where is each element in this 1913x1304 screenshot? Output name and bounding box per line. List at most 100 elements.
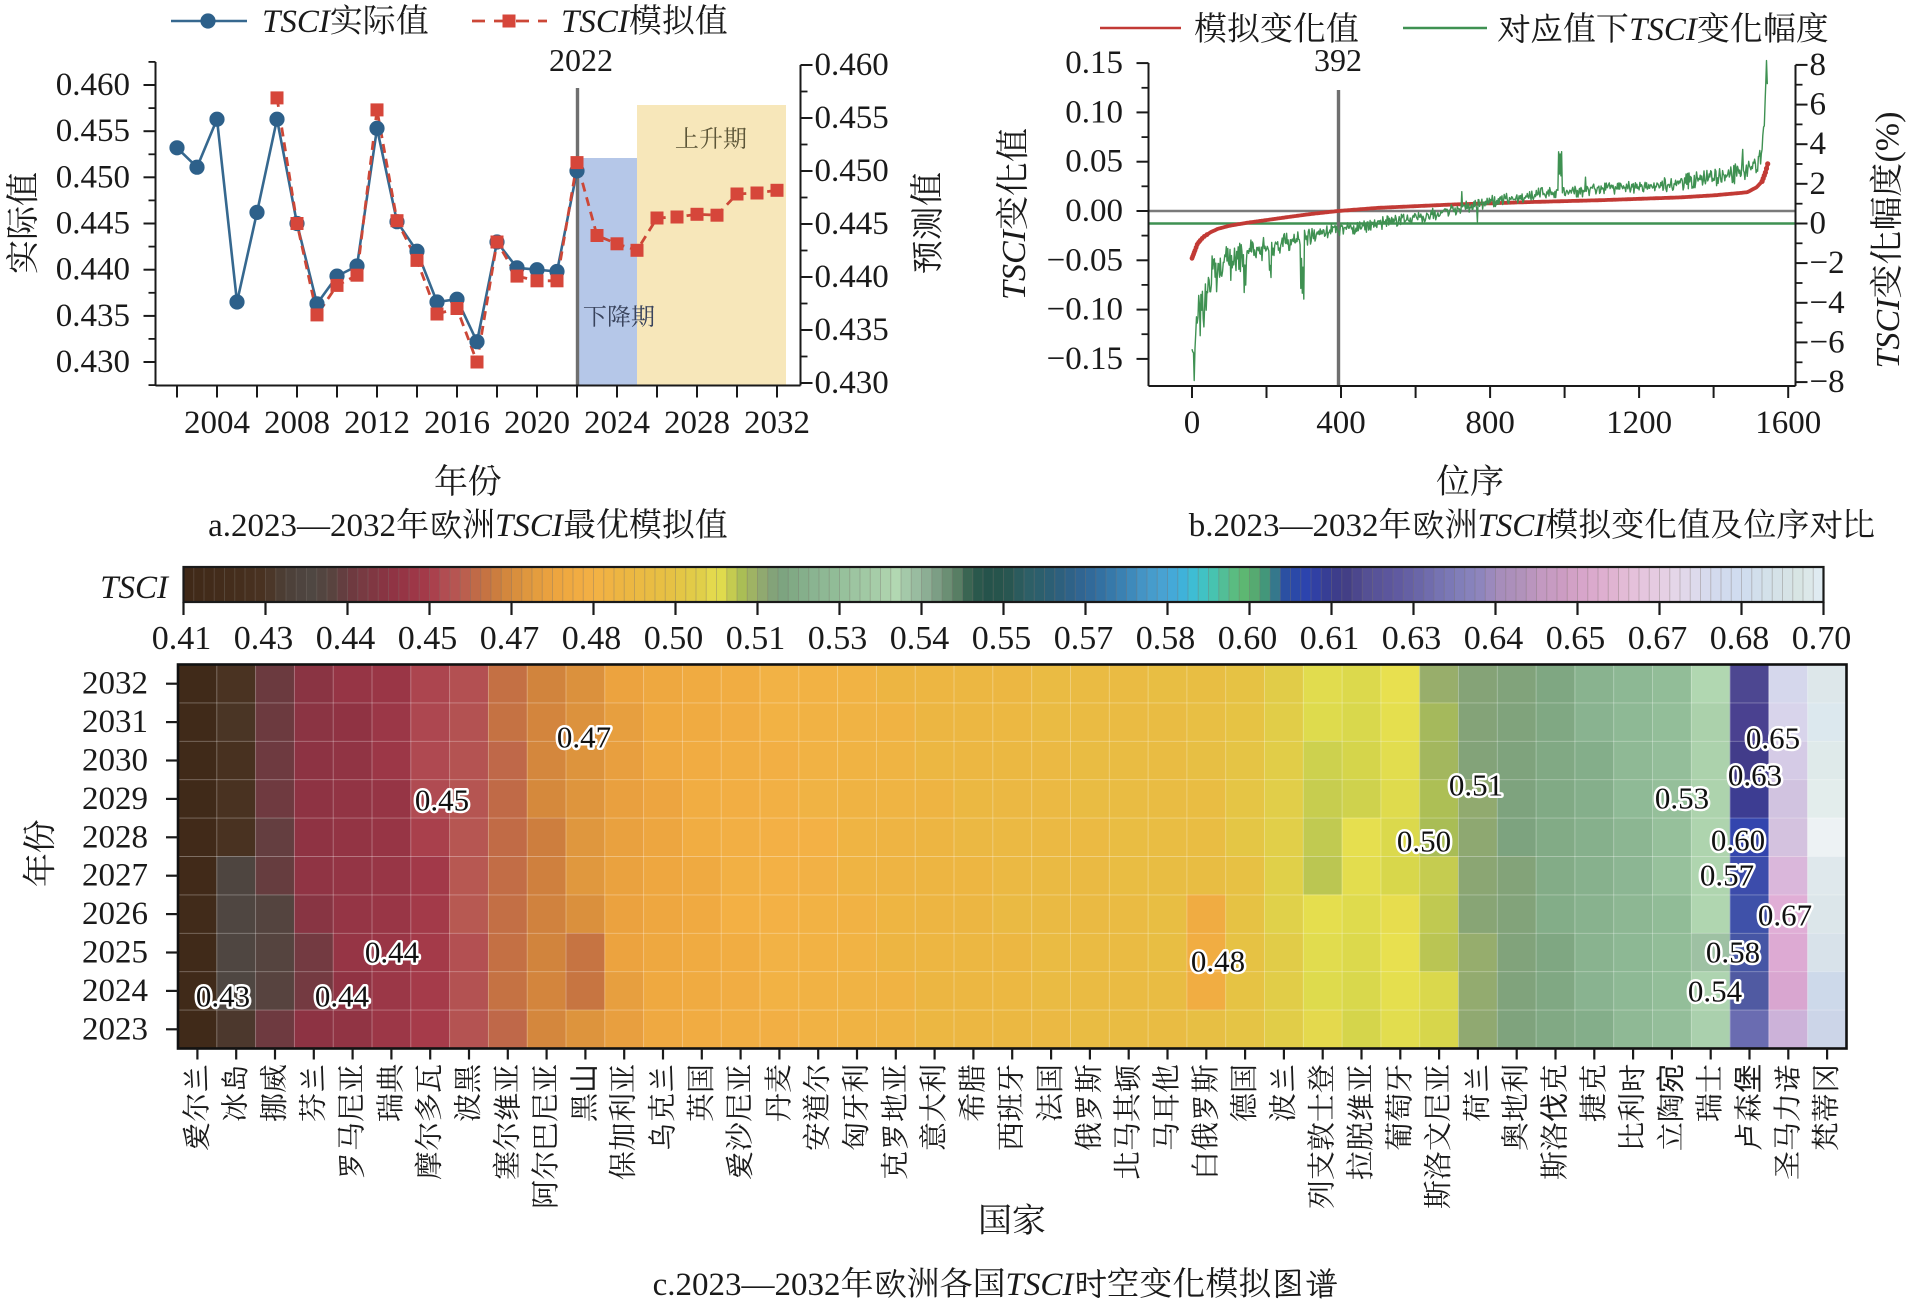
svg-text:6: 6	[1810, 87, 1827, 123]
svg-text:挪威: 挪威	[259, 1064, 291, 1122]
svg-text:TSCI变化值: TSCI变化值	[996, 128, 1033, 300]
svg-text:0.43: 0.43	[196, 979, 250, 1014]
svg-text:克罗地亚: 克罗地亚	[880, 1064, 912, 1180]
svg-text:德国: 德国	[1229, 1064, 1261, 1122]
svg-text:2029: 2029	[82, 781, 148, 817]
svg-text:拉脱维亚: 拉脱维亚	[1346, 1064, 1378, 1180]
svg-text:392: 392	[1314, 42, 1362, 78]
svg-text:4: 4	[1810, 126, 1827, 162]
svg-text:0.57: 0.57	[1054, 620, 1114, 657]
svg-text:2031: 2031	[82, 704, 148, 740]
svg-text:圣马力诺: 圣马力诺	[1772, 1064, 1804, 1180]
svg-text:保加利亚: 保加利亚	[608, 1064, 640, 1180]
svg-text:2020: 2020	[504, 405, 570, 441]
svg-text:意大利: 意大利	[919, 1064, 951, 1151]
svg-text:0.60: 0.60	[1218, 620, 1278, 657]
svg-text:2004: 2004	[184, 405, 250, 441]
svg-text:0.43: 0.43	[234, 620, 294, 657]
svg-text:0.430: 0.430	[815, 365, 889, 401]
svg-text:荷兰: 荷兰	[1462, 1064, 1494, 1122]
svg-text:−4: −4	[1810, 285, 1845, 321]
svg-text:卢森堡: 卢森堡	[1733, 1064, 1766, 1151]
svg-text:2024: 2024	[82, 973, 148, 1009]
svg-text:0.45: 0.45	[415, 783, 469, 818]
svg-text:0.00: 0.00	[1065, 193, 1123, 229]
svg-text:2024: 2024	[584, 405, 650, 441]
svg-text:2030: 2030	[82, 743, 148, 779]
svg-text:位序: 位序	[1436, 464, 1504, 501]
svg-text:2032: 2032	[744, 405, 810, 441]
svg-text:0.67: 0.67	[1628, 620, 1688, 657]
svg-text:TSCI模拟值: TSCI模拟值	[561, 4, 728, 40]
svg-text:0.51: 0.51	[1449, 768, 1503, 803]
svg-text:−0.10: −0.10	[1047, 292, 1123, 328]
svg-text:丹麦: 丹麦	[763, 1064, 795, 1122]
svg-text:0.68: 0.68	[1710, 620, 1770, 657]
svg-text:0.55: 0.55	[972, 620, 1032, 657]
svg-text:0.440: 0.440	[815, 259, 889, 295]
svg-text:0.67: 0.67	[1758, 898, 1812, 933]
svg-text:葡萄牙: 葡萄牙	[1384, 1064, 1416, 1151]
svg-text:0.51: 0.51	[726, 620, 786, 657]
svg-text:b.2023—2032年欧洲TSCI模拟变化值及位序对比: b.2023—2032年欧洲TSCI模拟变化值及位序对比	[1189, 507, 1876, 544]
svg-text:0.445: 0.445	[56, 206, 130, 242]
svg-text:2028: 2028	[664, 405, 730, 441]
svg-text:2023: 2023	[82, 1011, 148, 1047]
svg-text:−0.15: −0.15	[1047, 341, 1123, 377]
svg-text:国家: 国家	[978, 1203, 1046, 1240]
svg-text:0.65: 0.65	[1746, 721, 1800, 756]
svg-text:TSCI实际值: TSCI实际值	[262, 4, 429, 40]
svg-text:0.45: 0.45	[398, 620, 458, 657]
svg-text:2012: 2012	[344, 405, 410, 441]
svg-text:摩尔多瓦: 摩尔多瓦	[414, 1064, 446, 1180]
svg-text:0.435: 0.435	[815, 312, 889, 348]
svg-text:0.65: 0.65	[1546, 620, 1606, 657]
svg-text:2008: 2008	[264, 405, 330, 441]
svg-text:马耳他: 马耳他	[1152, 1064, 1184, 1151]
svg-text:0.460: 0.460	[815, 47, 889, 83]
svg-text:−8: −8	[1810, 364, 1845, 400]
svg-text:2028: 2028	[82, 819, 148, 855]
svg-text:0.440: 0.440	[56, 252, 130, 288]
svg-text:0.445: 0.445	[815, 206, 889, 242]
svg-text:0.48: 0.48	[1191, 944, 1245, 979]
svg-text:奥地利: 奥地利	[1501, 1064, 1533, 1151]
svg-text:8: 8	[1810, 47, 1827, 83]
svg-text:瑞典: 瑞典	[375, 1064, 407, 1122]
svg-text:冰岛: 冰岛	[220, 1064, 252, 1122]
svg-text:波兰: 波兰	[1268, 1064, 1300, 1122]
svg-text:0.53: 0.53	[1655, 781, 1709, 816]
svg-text:捷克: 捷克	[1578, 1064, 1610, 1122]
svg-text:0.48: 0.48	[562, 620, 622, 657]
svg-text:0.44: 0.44	[365, 935, 420, 970]
svg-text:0.455: 0.455	[815, 100, 889, 136]
svg-text:白俄罗斯: 白俄罗斯	[1190, 1064, 1222, 1180]
svg-text:0.44: 0.44	[315, 979, 370, 1014]
svg-text:立陶宛: 立陶宛	[1655, 1064, 1688, 1151]
svg-text:波黑: 波黑	[453, 1064, 485, 1122]
svg-text:0.61: 0.61	[1300, 620, 1360, 657]
svg-text:俄罗斯: 俄罗斯	[1074, 1064, 1106, 1151]
svg-text:800: 800	[1465, 405, 1515, 441]
svg-text:a.2023—2032年欧洲TSCI最优模拟值: a.2023—2032年欧洲TSCI最优模拟值	[208, 507, 728, 544]
svg-text:法国: 法国	[1035, 1064, 1067, 1122]
svg-text:0.64: 0.64	[1464, 620, 1524, 657]
svg-text:1200: 1200	[1606, 405, 1672, 441]
svg-text:0.54: 0.54	[890, 620, 950, 657]
svg-text:梵蒂冈: 梵蒂冈	[1811, 1064, 1843, 1151]
svg-text:2027: 2027	[82, 858, 148, 894]
svg-text:芬兰: 芬兰	[298, 1064, 330, 1122]
svg-text:0: 0	[1810, 206, 1827, 242]
svg-text:0.57: 0.57	[1700, 858, 1754, 893]
svg-text:乌克兰: 乌克兰	[647, 1064, 679, 1151]
svg-text:−6: −6	[1810, 324, 1845, 360]
svg-text:0.450: 0.450	[56, 159, 130, 195]
svg-text:2016: 2016	[424, 405, 490, 441]
svg-text:塞尔维亚: 塞尔维亚	[492, 1064, 524, 1180]
svg-text:400: 400	[1316, 405, 1366, 441]
svg-text:2: 2	[1810, 166, 1827, 202]
svg-text:0.460: 0.460	[56, 67, 130, 103]
svg-text:0.63: 0.63	[1728, 758, 1782, 793]
svg-text:0.10: 0.10	[1065, 94, 1123, 130]
svg-text:瑞士: 瑞士	[1695, 1064, 1727, 1122]
